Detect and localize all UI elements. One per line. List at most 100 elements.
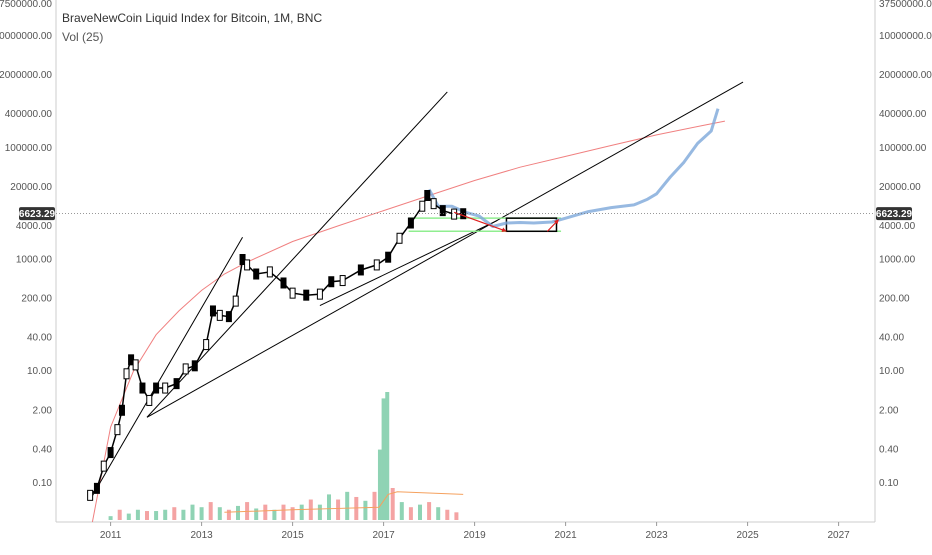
- price-candle: [146, 394, 153, 406]
- volume-bar: [363, 500, 368, 520]
- y-tick-label-right: 40.00: [879, 333, 904, 344]
- trendline: [89, 237, 243, 501]
- y-tick-label-left: 0.40: [33, 444, 53, 455]
- volume-bar: [236, 505, 240, 520]
- volume-bar: [108, 516, 113, 520]
- volume-bar: [272, 509, 277, 520]
- price-candle: [216, 309, 223, 321]
- y-tick-label-right: 0.40: [879, 444, 899, 455]
- volume-bar: [436, 507, 441, 520]
- y-tick-label-right: 400000.00: [879, 109, 927, 120]
- price-label-right-box: [876, 207, 912, 221]
- price-label-left: 6623.29: [19, 207, 56, 221]
- y-tick-label-right: 200.00: [879, 294, 910, 305]
- arrows: [453, 211, 560, 233]
- y-tick-label-left: 2.00: [33, 405, 53, 416]
- trendline: [319, 220, 498, 306]
- volume-bar: [263, 504, 268, 520]
- price-candle: [244, 259, 251, 271]
- price-candle: [419, 200, 426, 212]
- x-tick-label: 2027: [827, 530, 850, 541]
- price-candle: [123, 368, 130, 380]
- y-tick-label-left: 40.00: [27, 333, 52, 344]
- trendline: [146, 81, 744, 418]
- volume-bar: [154, 511, 159, 520]
- price-candle: [118, 404, 125, 416]
- price-candle: [439, 205, 446, 217]
- volume-bar: [290, 507, 295, 520]
- y-tick-label-left: 400000.00: [5, 109, 53, 120]
- y-tick-label-left: 10.00: [27, 366, 52, 377]
- price-candle: [407, 217, 414, 229]
- volume-bar: [126, 513, 131, 520]
- volume-bar: [445, 509, 450, 520]
- price-label-right: 6623.29: [876, 207, 913, 221]
- y-tick-label-left: 0.10: [33, 478, 53, 489]
- price-candle: [430, 198, 437, 210]
- price-candle: [328, 276, 335, 288]
- volume-bar: [208, 502, 213, 520]
- price-candle: [357, 264, 364, 276]
- volume-bar: [327, 494, 331, 520]
- x-tick-label: 2019: [463, 530, 486, 541]
- y-tick-label-right: 2000000.00: [879, 70, 932, 81]
- volume-bar: [385, 392, 390, 520]
- price-label-right-text: 6623.29: [876, 209, 913, 220]
- volume-bar: [427, 502, 432, 520]
- x-tick-label: 2021: [554, 530, 577, 541]
- x-tick-label: 2017: [372, 530, 395, 541]
- price-candle: [316, 288, 323, 300]
- y-tick-label-left: 200.00: [21, 294, 52, 305]
- price-candle: [182, 363, 189, 375]
- volume-bar: [377, 449, 382, 520]
- y-tick-label-right: 10000000.00: [879, 31, 932, 42]
- volume-bar: [172, 507, 177, 520]
- range-box: [505, 217, 558, 233]
- y-tick-label-left: 4000.00: [16, 221, 53, 232]
- price-candle: [289, 287, 296, 299]
- y-tick-label-left: 37500000.00: [0, 0, 52, 10]
- volume-bar: [317, 504, 322, 520]
- chart-title: BraveNewCoin Liquid Index for Bitcoin, 1…: [62, 11, 323, 25]
- x-tick-label: 2013: [190, 530, 213, 541]
- volume-bar: [117, 509, 122, 520]
- price-candle: [280, 277, 287, 289]
- volume-bar: [190, 504, 195, 520]
- volume-bar: [299, 504, 304, 520]
- price-candle: [266, 266, 273, 278]
- arrow-head: [554, 219, 559, 225]
- y-tick-label-right: 2.00: [879, 405, 899, 416]
- x-tick-label: 2015: [281, 530, 304, 541]
- x-tick-label: 2025: [736, 530, 759, 541]
- price-candle: [232, 295, 239, 307]
- price-candle: [114, 424, 121, 436]
- price-candle: [209, 305, 216, 317]
- volume-bar: [454, 512, 459, 520]
- volume-bar: [163, 509, 168, 520]
- volume-bar: [399, 502, 404, 520]
- y-tick-label-right: 37500000.00: [879, 0, 932, 10]
- y-tick-label-right: 0.10: [879, 478, 899, 489]
- price-candle: [339, 275, 346, 287]
- arrow-line: [453, 211, 507, 232]
- volume-indicator-label: Vol (25): [62, 30, 104, 44]
- x-tick-label: 2023: [645, 530, 668, 541]
- volume-bars: [108, 392, 464, 520]
- volume-bar: [135, 509, 140, 520]
- price-candle: [373, 259, 380, 271]
- price-candle: [225, 311, 232, 323]
- volume-bar: [308, 499, 313, 520]
- price-candle: [385, 251, 392, 263]
- volume-bar: [372, 491, 377, 520]
- price-candle: [203, 339, 210, 351]
- price-candle: [132, 359, 139, 371]
- price-label-left-text: 6623.29: [19, 209, 56, 220]
- y-tick-label-right: 1000.00: [879, 255, 916, 266]
- price-candle: [191, 360, 198, 372]
- price-candle: [460, 208, 467, 220]
- volume-bar: [418, 504, 422, 520]
- y-axis-right: 0.10 0.40 2.00 10.00 40.00 200.00 1000.00 4000.…: [879, 0, 932, 489]
- support-lines: [408, 217, 562, 233]
- price-candle: [87, 489, 94, 501]
